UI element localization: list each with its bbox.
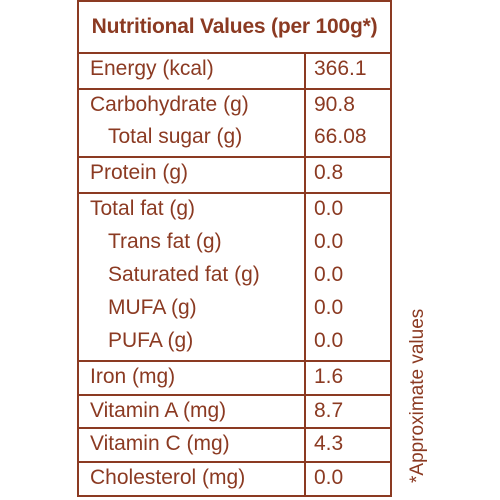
row-value: 0.0 [314, 466, 344, 489]
table-row: Protein (g) 0.8 [79, 158, 390, 192]
row-label: PUFA (g) [108, 329, 194, 352]
row-value: 66.08 [314, 125, 367, 148]
table-row: Cholesterol (mg) 0.0 [79, 463, 390, 497]
row-label: Cholesterol (mg) [90, 466, 246, 489]
nutrition-table: Nutritional Values (per 100g*) Energy (k… [77, 0, 392, 497]
row-label: Trans fat (g) [108, 230, 222, 253]
footnote-text: *Approximate values [407, 308, 428, 483]
row-value: 8.7 [314, 399, 344, 422]
row-label: MUFA (g) [108, 296, 197, 319]
row-value: 366.1 [314, 57, 367, 80]
group-cholesterol: Cholesterol (mg) 0.0 [79, 463, 390, 497]
table-row: Carbohydrate (g) 90.8 [79, 90, 390, 124]
table-row: Vitamin C (mg) 4.3 [79, 429, 390, 463]
group-fats: Total fat (g) 0.0 Trans fat (g) 0.0 Satu… [79, 194, 390, 362]
row-label: Saturated fat (g) [108, 263, 260, 286]
group-protein: Protein (g) 0.8 [79, 158, 390, 194]
group-vitamin-a: Vitamin A (mg) 8.7 [79, 396, 390, 429]
table-title: Nutritional Values (per 100g*) [79, 2, 390, 54]
row-value: 90.8 [314, 93, 355, 116]
table-row: Trans fat (g) 0.0 [79, 227, 390, 261]
row-value: 0.0 [314, 296, 344, 319]
row-value: 0.0 [314, 197, 344, 220]
row-label: Total fat (g) [90, 197, 196, 220]
table-row: Iron (mg) 1.6 [79, 362, 390, 396]
row-value: 0.8 [314, 161, 344, 184]
row-label: Vitamin A (mg) [90, 399, 227, 422]
row-label: Total sugar (g) [108, 125, 243, 148]
row-label: Energy (kcal) [90, 57, 214, 80]
row-value: 0.0 [314, 329, 344, 352]
row-value: 0.0 [314, 263, 344, 286]
footnote: *Approximate values [407, 288, 429, 483]
group-carbohydrate: Carbohydrate (g) 90.8 Total sugar (g) 66… [79, 90, 390, 158]
table-row: Saturated fat (g) 0.0 [79, 260, 390, 294]
table-row: Total fat (g) 0.0 [79, 194, 390, 228]
table-row: Total sugar (g) 66.08 [79, 122, 390, 156]
table-row: Vitamin A (mg) 8.7 [79, 396, 390, 430]
row-label: Carbohydrate (g) [90, 93, 249, 116]
column-divider [304, 54, 306, 497]
row-label: Iron (mg) [90, 365, 176, 388]
group-energy: Energy (kcal) 366.1 [79, 54, 390, 90]
row-value: 0.0 [314, 230, 344, 253]
row-label: Vitamin C (mg) [90, 432, 230, 455]
row-value: 4.3 [314, 432, 344, 455]
table-row: PUFA (g) 0.0 [79, 326, 390, 360]
table-row: MUFA (g) 0.0 [79, 293, 390, 327]
row-label: Protein (g) [90, 161, 189, 184]
group-vitamin-c: Vitamin C (mg) 4.3 [79, 429, 390, 463]
group-iron: Iron (mg) 1.6 [79, 362, 390, 396]
table-row: Energy (kcal) 366.1 [79, 54, 390, 88]
row-value: 1.6 [314, 365, 344, 388]
